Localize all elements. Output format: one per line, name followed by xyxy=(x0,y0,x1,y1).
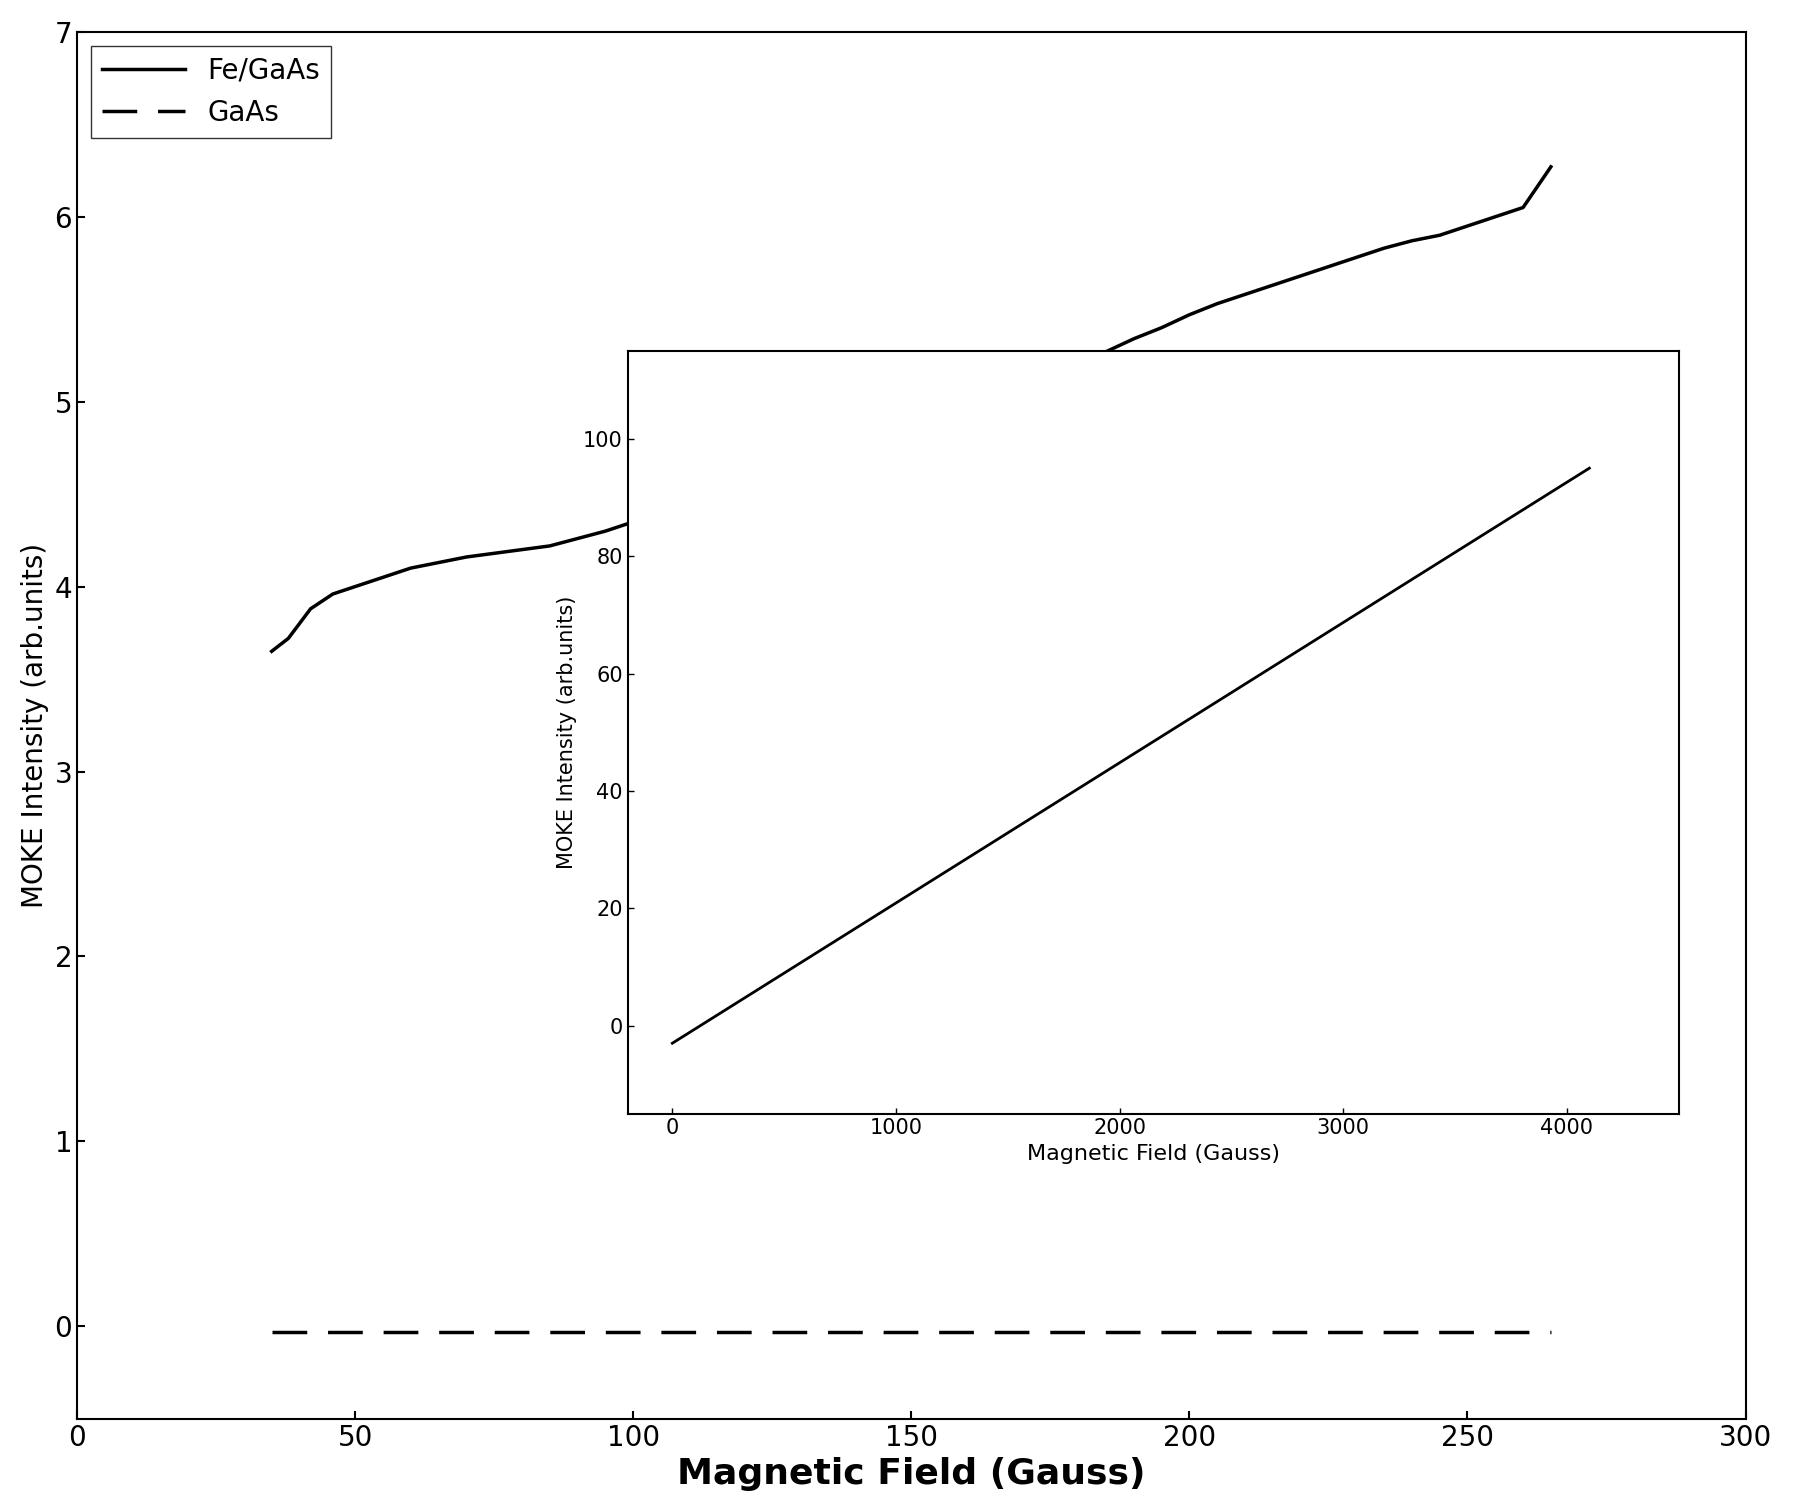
Fe/GaAs xyxy=(1511,198,1533,216)
Fe/GaAs xyxy=(262,643,283,661)
Fe/GaAs xyxy=(1540,157,1562,175)
Fe/GaAs xyxy=(1151,319,1173,337)
Fe/GaAs xyxy=(595,522,617,540)
Fe/GaAs xyxy=(455,547,477,565)
GaAs xyxy=(262,1323,283,1341)
X-axis label: Magnetic Field (Gauss): Magnetic Field (Gauss) xyxy=(678,1458,1146,1491)
Legend: Fe/GaAs, GaAs: Fe/GaAs, GaAs xyxy=(91,45,332,138)
Line: Fe/GaAs: Fe/GaAs xyxy=(273,166,1551,652)
Fe/GaAs xyxy=(1067,355,1088,373)
GaAs xyxy=(1540,1323,1562,1341)
Y-axis label: MOKE Intensity (arb.units): MOKE Intensity (arb.units) xyxy=(22,543,48,907)
Fe/GaAs xyxy=(567,529,588,547)
